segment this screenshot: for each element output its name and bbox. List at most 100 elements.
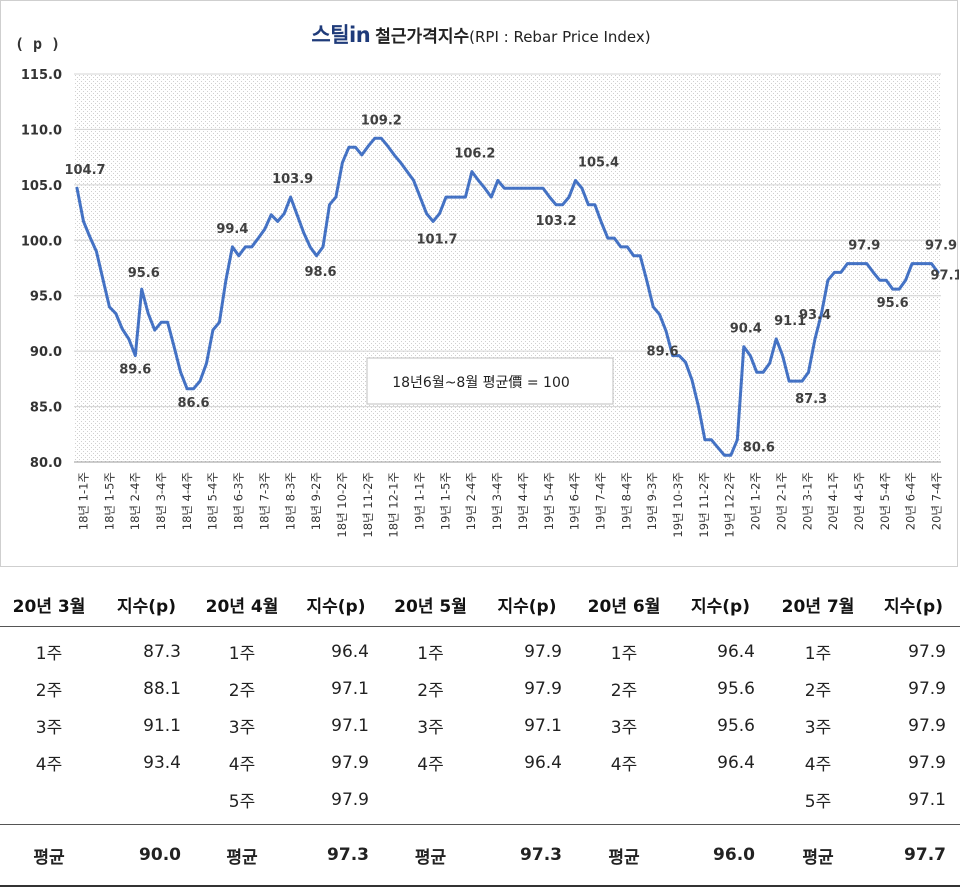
data-label: 97.9 (925, 239, 957, 254)
data-point (431, 220, 435, 223)
steelin-logo: 스틸in (311, 23, 371, 47)
week-cell: 5주 (804, 792, 832, 812)
index-value-cell: 97.9 (908, 678, 946, 699)
data-point (237, 254, 241, 258)
col-header-month: 20년 7월 (781, 596, 855, 617)
x-tick-label: 19년 7-4주 (593, 472, 607, 530)
col-header-month: 20년 6월 (587, 596, 661, 617)
average-label: 평균 (608, 847, 640, 868)
x-tick-label: 19년 6-4주 (568, 472, 582, 530)
data-point (134, 354, 137, 357)
data-point (490, 195, 493, 199)
data-point (185, 387, 189, 391)
table-row: 2주 88.1 2주 97.1 2주 97.9 2주 95.6 2주 97.9 (0, 670, 960, 707)
data-point (762, 371, 765, 374)
x-tick-label: 20년 7-4주 (930, 472, 944, 530)
data-label: 93.4 (799, 308, 831, 323)
week-cell (0, 781, 98, 818)
data-point (393, 153, 396, 157)
index-value-cell: 93.4 (143, 752, 181, 773)
week-cell: 1주 (228, 644, 256, 664)
col-header-index: 지수(p) (117, 596, 176, 617)
index-value-cell: 95.6 (717, 715, 755, 736)
data-point (276, 220, 279, 223)
data-point (509, 186, 512, 190)
col-header-index: 지수(p) (884, 596, 943, 617)
index-value-cell: 97.9 (524, 678, 562, 699)
data-label: 89.6 (647, 345, 679, 360)
data-point (697, 405, 700, 408)
average-row: 평균 90.0 평균 97.3 평균 97.3 평균 96.0 평균 97.7 (0, 824, 960, 886)
average-label: 평균 (33, 847, 65, 868)
data-point (936, 271, 940, 274)
x-tick-label: 20년 5-4주 (878, 472, 892, 530)
average-value: 97.3 (327, 845, 369, 865)
col-header-month: 20년 4월 (205, 596, 279, 617)
data-point (289, 195, 292, 199)
data-point (250, 245, 253, 249)
x-tick-label: 19년 9-3주 (645, 472, 659, 530)
x-tick-label: 20년 4-1주 (826, 472, 840, 530)
week-cell: 5주 (228, 792, 256, 812)
data-point (561, 203, 564, 207)
data-point (794, 379, 797, 383)
data-point (302, 231, 305, 234)
x-tick-label: 19년 4-4주 (516, 472, 530, 530)
data-point (153, 328, 156, 332)
data-point (211, 328, 215, 332)
data-label: 101.7 (416, 232, 457, 247)
data-point (852, 262, 856, 265)
table-row: 5주 97.9 5주 97.1 (0, 781, 960, 818)
data-point (690, 378, 694, 382)
table-row: 3주 91.1 3주 97.1 3주 97.1 3주 95.6 3주 97.9 (0, 707, 960, 744)
x-tick-label: 20년 2-1주 (774, 472, 788, 530)
week-cell: 3주 (228, 718, 256, 738)
index-value-cell: 96.4 (524, 752, 562, 773)
table-header-row: 20년 3월 지수(p) 20년 4월 지수(p) 20년 5월 지수(p) 20년 6월 지… (0, 582, 960, 627)
x-tick-label: 18년 8-3주 (283, 472, 297, 530)
data-point (412, 179, 415, 182)
data-point (399, 161, 402, 164)
data-point (677, 354, 681, 357)
data-point (684, 361, 687, 364)
index-value-cell (672, 781, 769, 818)
data-point (82, 220, 85, 223)
data-point (121, 327, 124, 331)
data-point (723, 454, 726, 457)
data-point (626, 245, 629, 249)
data-point (541, 186, 545, 190)
data-point (315, 254, 318, 258)
data-label: 97.1 (930, 269, 959, 284)
data-label: 99.4 (216, 222, 248, 237)
data-point (88, 235, 92, 239)
week-cell (383, 781, 478, 818)
data-point (632, 254, 635, 258)
data-point (658, 313, 661, 316)
x-tick-label: 18년 6-3주 (232, 472, 246, 530)
data-point (826, 278, 830, 282)
data-point (833, 271, 836, 274)
week-cell: 4주 (804, 755, 832, 775)
data-point (477, 179, 480, 182)
data-point (930, 262, 933, 265)
data-point (749, 354, 752, 357)
data-label: 104.7 (64, 163, 105, 178)
data-label: 106.2 (454, 147, 495, 162)
data-point (341, 161, 344, 164)
x-tick-label: 18년 1-5주 (102, 472, 116, 530)
data-point (535, 186, 538, 190)
data-point (593, 203, 597, 207)
data-point (839, 271, 843, 274)
x-tick-label: 20년 1-2주 (749, 472, 763, 530)
data-point (354, 145, 357, 149)
data-point (321, 245, 325, 249)
data-point (567, 195, 571, 199)
x-tick-label: 18년 1-1주 (77, 472, 91, 530)
data-point (418, 195, 422, 199)
x-tick-label: 19년 10-3주 (671, 472, 685, 538)
average-value: 90.0 (139, 845, 181, 865)
data-point (923, 262, 927, 265)
week-cell: 3주 (804, 718, 832, 738)
data-point (781, 354, 784, 357)
table-row: 1주 87.3 1주 96.4 1주 97.9 1주 96.4 1주 97.9 (0, 633, 960, 670)
